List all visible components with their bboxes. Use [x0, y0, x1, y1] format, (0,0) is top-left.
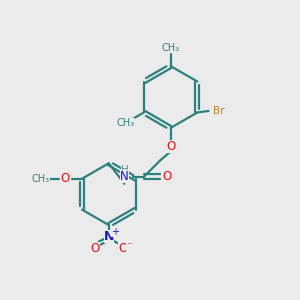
Text: N: N [120, 170, 129, 183]
Text: CH₃: CH₃ [32, 174, 50, 184]
Text: O: O [162, 170, 171, 183]
Text: O: O [118, 242, 127, 255]
Text: CH₃: CH₃ [116, 118, 135, 128]
Text: ⁻: ⁻ [127, 241, 132, 251]
Text: +: + [111, 226, 119, 237]
Text: N: N [103, 230, 114, 243]
Text: H: H [121, 165, 128, 175]
Text: O: O [60, 172, 70, 185]
Text: CH₃: CH₃ [161, 43, 180, 53]
Text: O: O [166, 140, 175, 153]
Text: O: O [90, 242, 100, 255]
Text: Br: Br [213, 106, 224, 116]
